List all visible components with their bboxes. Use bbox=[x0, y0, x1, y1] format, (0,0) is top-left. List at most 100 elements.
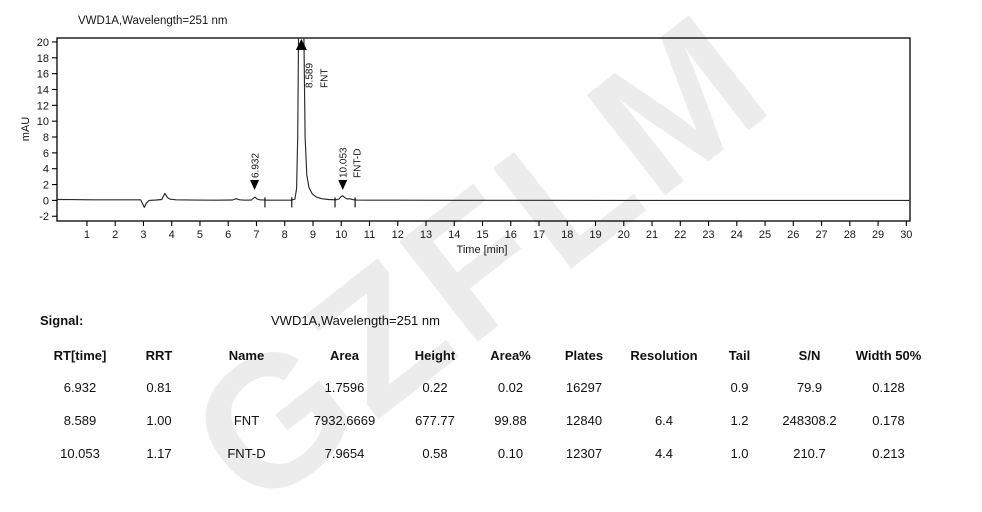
peak-marker-arrow-icon bbox=[338, 180, 348, 190]
table-cell: 1.00 bbox=[146, 413, 172, 428]
x-tick-label: 15 bbox=[476, 229, 488, 241]
table-cell: 248308.2 bbox=[782, 413, 837, 428]
x-axis-title: Time [min] bbox=[457, 244, 508, 256]
table-cell: 0.9 bbox=[730, 380, 749, 395]
column-header: Width 50% bbox=[855, 347, 922, 363]
x-tick-label: 16 bbox=[505, 229, 517, 241]
table-cell: 99.88 bbox=[494, 413, 527, 428]
table-cell: 210.7 bbox=[793, 446, 826, 461]
table-cell: 677.77 bbox=[415, 413, 455, 428]
table-cell: 0.128 bbox=[872, 380, 905, 395]
peak-name-label: FNT bbox=[319, 69, 330, 88]
table-cell: 0.81 bbox=[146, 380, 172, 395]
y-tick-label: 16 bbox=[37, 69, 49, 81]
table-cell: 6.932 bbox=[63, 380, 97, 395]
signal-value: VWD1A,Wavelength=251 nm bbox=[271, 313, 440, 328]
x-tick-label: 22 bbox=[674, 229, 686, 241]
table-cell: 12840 bbox=[565, 413, 603, 428]
table-cell: 0.58 bbox=[422, 446, 448, 461]
column-header: RT[time] bbox=[53, 347, 107, 363]
column-header: Resolution bbox=[630, 347, 698, 363]
column-header: S/N bbox=[798, 347, 821, 363]
peak-table: RT[time] RRT Name Area Height Area% Plates Reso… bbox=[40, 339, 940, 470]
column-header: Tail bbox=[728, 347, 751, 363]
x-tick-label: 30 bbox=[900, 229, 912, 241]
x-tick-label: 21 bbox=[646, 229, 658, 241]
column-header: RRT bbox=[145, 347, 173, 363]
chromatogram-plot: VWD1A,Wavelength=251 nm mAU 201816141210… bbox=[20, 15, 913, 256]
x-tick-label: 9 bbox=[310, 229, 316, 241]
x-tick-label: 14 bbox=[448, 229, 460, 241]
plot-frame bbox=[56, 37, 911, 222]
table-cell: 7.9654 bbox=[324, 446, 365, 461]
table-cell: 0.213 bbox=[872, 446, 905, 461]
x-tick-label: 23 bbox=[702, 229, 714, 241]
peak-rt-label: 10.053 bbox=[339, 147, 350, 178]
x-tick-label: 1 bbox=[84, 229, 90, 241]
column-header: Area bbox=[330, 347, 359, 363]
y-tick-label: 0 bbox=[43, 195, 49, 207]
x-tick-label: 27 bbox=[815, 229, 827, 241]
x-tick-label: 29 bbox=[872, 229, 884, 241]
table-cell: FNT-D bbox=[227, 446, 266, 461]
peak-table-section: Signal: VWD1A,Wavelength=251 nm RT[time]… bbox=[40, 313, 940, 470]
x-tick-label: 19 bbox=[589, 229, 601, 241]
table-cell: 1.2 bbox=[730, 413, 749, 428]
table-cell: 79.9 bbox=[796, 380, 823, 395]
x-tick-label: 8 bbox=[282, 229, 288, 241]
signal-label: Signal: bbox=[40, 313, 84, 328]
table-cell: 10.053 bbox=[60, 446, 100, 461]
signal-trace bbox=[57, 38, 910, 208]
x-tick-label: 20 bbox=[618, 229, 630, 241]
table-cell: 0.02 bbox=[497, 380, 524, 395]
y-tick-label: 12 bbox=[37, 100, 49, 112]
y-tick-label: 2 bbox=[43, 180, 49, 192]
table-cell bbox=[198, 371, 295, 404]
peak-rt-label: 8.589 bbox=[304, 63, 315, 88]
y-tick-label: 4 bbox=[43, 164, 49, 176]
column-header: Name bbox=[228, 347, 265, 363]
x-tick-label: 2 bbox=[112, 229, 118, 241]
table-cell: 1.17 bbox=[146, 446, 172, 461]
chart-title: VWD1A,Wavelength=251 nm bbox=[78, 15, 227, 27]
y-tick-label: 18 bbox=[37, 53, 49, 65]
peak-name-label: FNT-D bbox=[353, 149, 364, 178]
x-tick-label: 6 bbox=[225, 229, 231, 241]
x-tick-label: 10 bbox=[335, 229, 347, 241]
table-cell: 0.22 bbox=[422, 380, 448, 395]
table-cell: 6.4 bbox=[654, 413, 674, 428]
x-tick-label: 18 bbox=[561, 229, 573, 241]
x-tick-label: 17 bbox=[533, 229, 545, 241]
peak-marker-arrow-icon bbox=[250, 180, 260, 190]
peak-rt-label: 6.932 bbox=[251, 153, 262, 178]
table-cell: 7932.6669 bbox=[313, 413, 376, 428]
y-tick-label: 10 bbox=[37, 116, 49, 128]
column-header: Area% bbox=[490, 347, 531, 363]
chromatogram-chart: VWD1A,Wavelength=251 nm mAU 20 18 16 14 12 10… bbox=[20, 15, 913, 256]
x-tick-label: 12 bbox=[392, 229, 404, 241]
y-tick-label: -2 bbox=[39, 211, 49, 223]
table-cell: 0.10 bbox=[497, 446, 524, 461]
table-cell: 16297 bbox=[565, 380, 603, 395]
x-tick-label: 11 bbox=[364, 229, 375, 241]
y-tick-label: 8 bbox=[43, 132, 49, 144]
x-tick-label: 24 bbox=[731, 229, 743, 241]
table-cell bbox=[623, 371, 705, 404]
table-cell: 12307 bbox=[565, 446, 603, 461]
table-cell: 0.178 bbox=[872, 413, 905, 428]
table-cell: 8.589 bbox=[63, 413, 97, 428]
x-tick-label: 25 bbox=[759, 229, 771, 241]
peak-apex-arrow-icon bbox=[295, 39, 307, 50]
x-tick-label: 5 bbox=[197, 229, 203, 241]
y-tick-label: 20 bbox=[37, 37, 49, 49]
signal-row: Signal: VWD1A,Wavelength=251 nm bbox=[40, 313, 940, 339]
table-cell: 1.0 bbox=[730, 446, 749, 461]
y-tick-label: 6 bbox=[43, 148, 49, 160]
y-tick-label: 14 bbox=[37, 84, 49, 96]
column-header: Height bbox=[414, 347, 456, 363]
x-tick-label: 26 bbox=[787, 229, 799, 241]
x-tick-label: 13 bbox=[420, 229, 432, 241]
y-axis-title: mAU bbox=[20, 117, 32, 142]
